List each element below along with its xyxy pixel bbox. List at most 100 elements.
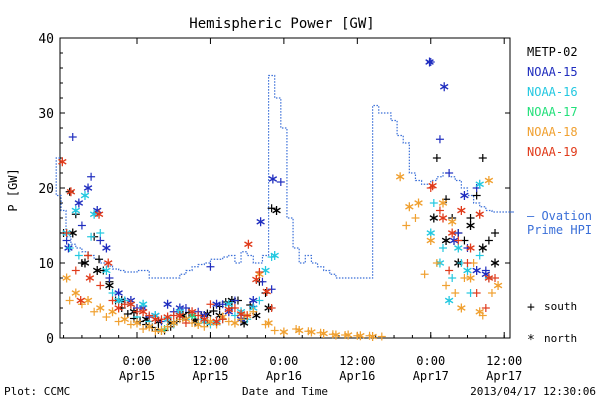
north-point xyxy=(460,191,469,200)
south-point xyxy=(151,327,160,336)
north-point-arm xyxy=(441,237,451,244)
north-point-arm xyxy=(279,329,289,335)
south-point xyxy=(133,307,141,316)
north-point-arm xyxy=(478,245,488,251)
north-point-arm xyxy=(449,237,459,244)
north-point-arm xyxy=(92,267,102,274)
north-point xyxy=(307,327,316,337)
north-point-arm xyxy=(356,332,365,339)
y-tick-label: 30 xyxy=(38,107,54,122)
north-point-arm xyxy=(224,306,234,313)
north-point xyxy=(279,327,289,337)
north-point xyxy=(80,258,90,268)
south-point xyxy=(90,307,99,316)
north-point-arm xyxy=(395,173,405,180)
north-point-arm xyxy=(440,83,449,90)
north-point xyxy=(343,330,353,340)
north-point-arm xyxy=(230,320,240,326)
north-point xyxy=(76,296,85,305)
north-point-arm xyxy=(132,320,142,326)
south-point xyxy=(420,270,429,279)
north-point xyxy=(92,266,102,275)
south-point xyxy=(194,311,203,320)
north-point-arm xyxy=(261,267,270,274)
north-point-arm xyxy=(294,327,304,334)
south-point xyxy=(270,326,279,335)
south-point xyxy=(65,296,74,305)
north-point-arm xyxy=(438,215,448,221)
north-point xyxy=(484,273,494,283)
legend-entry: NOAA-16 xyxy=(527,85,578,99)
south-point xyxy=(454,236,463,245)
south-point xyxy=(65,244,74,252)
north-point-arm xyxy=(200,316,209,323)
south-point xyxy=(255,296,264,305)
south-point xyxy=(218,300,227,309)
south-point xyxy=(478,154,487,162)
ovation-hpi-line xyxy=(55,74,514,279)
south-point xyxy=(209,307,218,315)
south-point xyxy=(460,274,469,282)
north-point-arm xyxy=(252,276,261,283)
north-point-arm xyxy=(80,260,90,266)
north-point xyxy=(429,213,439,223)
south-point xyxy=(108,289,117,297)
south-point xyxy=(95,255,104,264)
south-point xyxy=(105,274,114,282)
north-point-arm xyxy=(425,59,434,65)
north-point xyxy=(331,330,341,340)
south-point xyxy=(68,133,77,141)
north-point xyxy=(438,198,448,208)
north-point-arm xyxy=(307,329,316,335)
north-point-arm xyxy=(114,297,123,304)
north-point-arm xyxy=(96,305,105,311)
north-point xyxy=(449,236,459,245)
north-point xyxy=(426,236,435,245)
north-point xyxy=(478,243,488,253)
north-point xyxy=(440,82,449,92)
north-point-arm xyxy=(102,267,111,274)
legend-entry: NOAA-15 xyxy=(527,65,578,79)
north-point xyxy=(425,57,434,67)
north-point xyxy=(264,318,273,328)
south-point xyxy=(62,236,71,245)
north-point xyxy=(96,303,105,313)
north-point xyxy=(484,176,494,185)
x-tick-time: 0:00 xyxy=(269,354,298,368)
south-point xyxy=(429,199,438,207)
north-point xyxy=(457,303,466,313)
south-point xyxy=(145,311,154,320)
north-point-arm xyxy=(493,282,503,289)
north-point-arm xyxy=(138,308,148,315)
north-point xyxy=(252,275,261,284)
south-point xyxy=(432,259,441,267)
north-point-arm xyxy=(102,245,111,251)
y-tick-label: 20 xyxy=(38,182,54,197)
north-point xyxy=(475,179,484,189)
south-point xyxy=(77,221,86,230)
north-point xyxy=(428,181,437,191)
north-point-arm xyxy=(163,314,172,320)
south-point xyxy=(442,281,451,290)
north-point xyxy=(294,326,304,335)
legend-entry: NOAA-17 xyxy=(527,105,578,119)
south-point xyxy=(491,274,500,282)
north-point-arm xyxy=(268,176,278,182)
north-point xyxy=(438,213,448,223)
north-point-arm xyxy=(429,215,439,221)
north-point-arm xyxy=(244,241,253,248)
north-point-arm xyxy=(157,327,166,334)
north-point-arm xyxy=(262,288,271,295)
ovation-hpi-path xyxy=(55,74,510,279)
north-point-arm xyxy=(145,323,154,330)
north-point-arm xyxy=(83,297,93,304)
north-point xyxy=(66,187,76,197)
north-point-arm xyxy=(236,311,246,317)
north-point xyxy=(319,329,328,338)
north-point xyxy=(454,243,463,253)
north-point xyxy=(356,331,365,341)
south-point xyxy=(267,204,276,213)
south-point xyxy=(108,296,117,305)
north-point xyxy=(268,174,278,184)
